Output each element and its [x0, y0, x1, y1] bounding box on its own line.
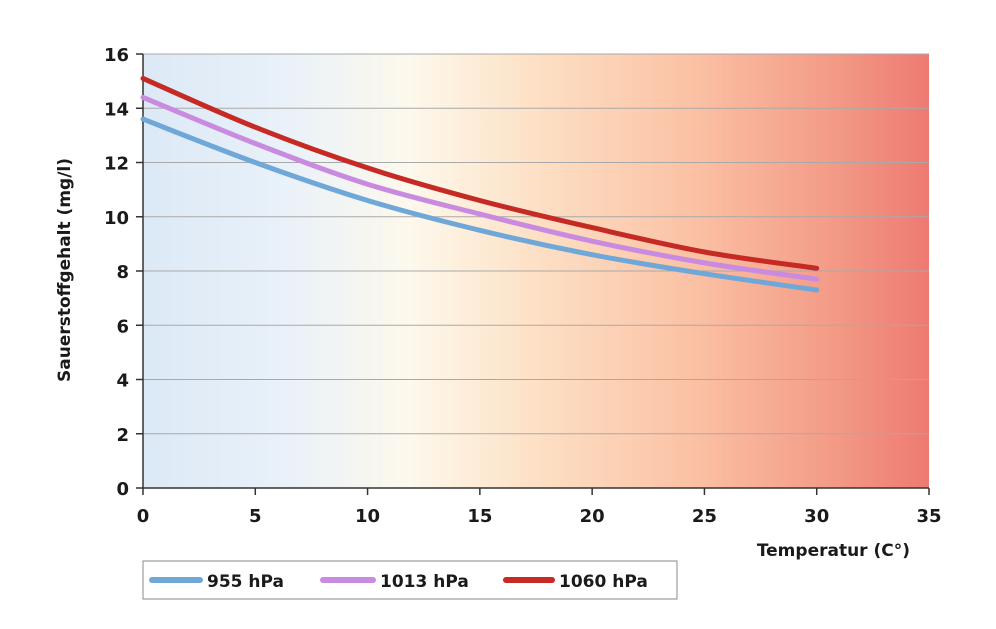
legend: 955 hPa 1013 hPa 1060 hPa	[142, 560, 678, 600]
series-line-1013-hpa	[140, 94, 820, 282]
legend-box	[142, 560, 678, 600]
x-tick-label: 5	[249, 506, 262, 527]
x-tick-label: 35	[916, 506, 941, 527]
x-axis-ticks: 0 5 10 15 20 25 30 35	[137, 488, 942, 527]
y-tick-label: 4	[116, 371, 129, 392]
y-tick-label: 10	[104, 208, 129, 229]
legend-label-1060: 1060 hPa	[559, 572, 648, 592]
x-tick-label: 20	[580, 506, 605, 527]
x-tick-label: 25	[692, 506, 717, 527]
x-tick-label: 30	[804, 506, 829, 527]
x-axis-title: Temperatur (C°)	[757, 541, 910, 561]
y-tick-label: 6	[116, 316, 129, 337]
series-lines	[140, 75, 820, 293]
x-tick-label: 15	[467, 506, 492, 527]
grid-lines	[143, 53, 929, 435]
y-axis-title: Sauerstoffgehalt (mg/l)	[55, 158, 75, 382]
y-tick-label: 16	[104, 45, 129, 66]
legend-label-1013: 1013 hPa	[380, 572, 469, 592]
series-line-1060-hpa	[140, 75, 820, 271]
y-tick-label: 0	[116, 479, 129, 500]
y-tick-label: 14	[104, 99, 129, 120]
x-tick-label: 0	[137, 506, 150, 527]
y-tick-label: 12	[104, 154, 129, 175]
legend-label-955: 955 hPa	[207, 572, 284, 592]
y-axis-ticks: 0 2 4 6 8 10 12 14 16	[104, 45, 143, 500]
x-tick-label: 10	[355, 506, 380, 527]
y-tick-label: 2	[116, 425, 129, 446]
y-tick-label: 8	[116, 262, 129, 283]
series-line-955-hpa	[140, 116, 820, 293]
